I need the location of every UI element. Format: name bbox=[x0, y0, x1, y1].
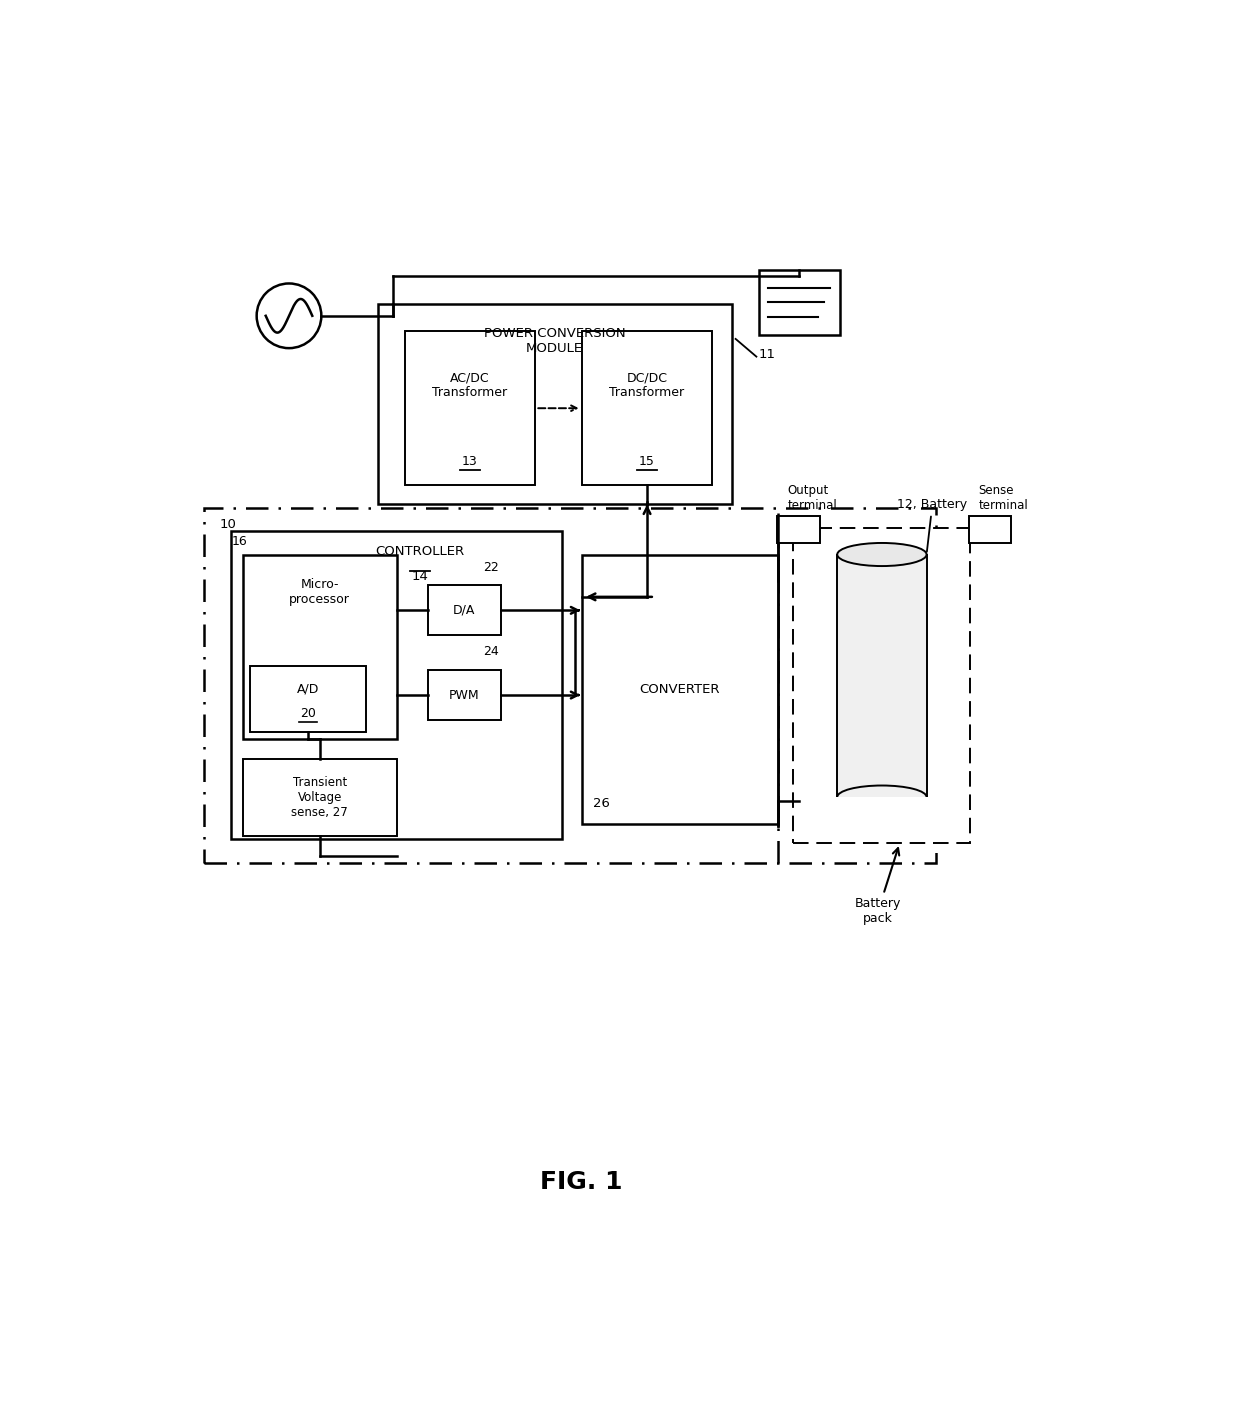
Text: Battery
pack: Battery pack bbox=[854, 849, 901, 925]
Text: FIG. 1: FIG. 1 bbox=[541, 1171, 622, 1193]
Bar bbox=[777, 517, 820, 543]
Text: 10: 10 bbox=[219, 518, 237, 531]
Bar bbox=[582, 331, 713, 485]
Text: A/D: A/D bbox=[298, 683, 320, 695]
Bar bbox=[794, 528, 971, 843]
Text: 11: 11 bbox=[759, 348, 776, 360]
Bar bbox=[837, 555, 926, 797]
Bar bbox=[404, 331, 536, 485]
Bar bbox=[582, 555, 777, 824]
Bar bbox=[377, 304, 732, 505]
Bar bbox=[759, 270, 839, 335]
Bar bbox=[205, 508, 936, 863]
Text: DC/DC
Transformer: DC/DC Transformer bbox=[610, 372, 684, 399]
Bar bbox=[833, 797, 930, 813]
Bar bbox=[428, 585, 501, 636]
Text: 14: 14 bbox=[412, 570, 428, 583]
Bar bbox=[968, 517, 1012, 543]
Text: Output
terminal: Output terminal bbox=[787, 484, 837, 512]
Text: 24: 24 bbox=[484, 646, 498, 658]
Text: CONVERTER: CONVERTER bbox=[640, 683, 720, 695]
Text: Transient
Voltage
sense, 27: Transient Voltage sense, 27 bbox=[291, 776, 348, 819]
Text: 15: 15 bbox=[639, 455, 655, 468]
Text: 13: 13 bbox=[463, 455, 477, 468]
Text: 22: 22 bbox=[484, 561, 498, 573]
Text: Micro-
processor: Micro- processor bbox=[289, 578, 350, 606]
Bar bbox=[428, 670, 501, 719]
Ellipse shape bbox=[837, 543, 926, 566]
Ellipse shape bbox=[837, 786, 926, 809]
Text: AC/DC
Transformer: AC/DC Transformer bbox=[433, 372, 507, 399]
Text: 26: 26 bbox=[593, 797, 610, 810]
Bar bbox=[231, 531, 563, 840]
Text: 20: 20 bbox=[300, 707, 316, 719]
Bar bbox=[243, 555, 397, 739]
Text: POWER CONVERSION
MODULE: POWER CONVERSION MODULE bbox=[484, 328, 625, 355]
Text: PWM: PWM bbox=[449, 688, 480, 701]
Text: 16: 16 bbox=[231, 535, 247, 548]
Text: D/A: D/A bbox=[453, 604, 475, 617]
Text: Sense
terminal: Sense terminal bbox=[978, 484, 1028, 512]
Bar bbox=[250, 666, 366, 732]
Text: CONTROLLER: CONTROLLER bbox=[376, 545, 465, 558]
Bar bbox=[243, 759, 397, 836]
Text: 12, Battery: 12, Battery bbox=[898, 498, 967, 552]
